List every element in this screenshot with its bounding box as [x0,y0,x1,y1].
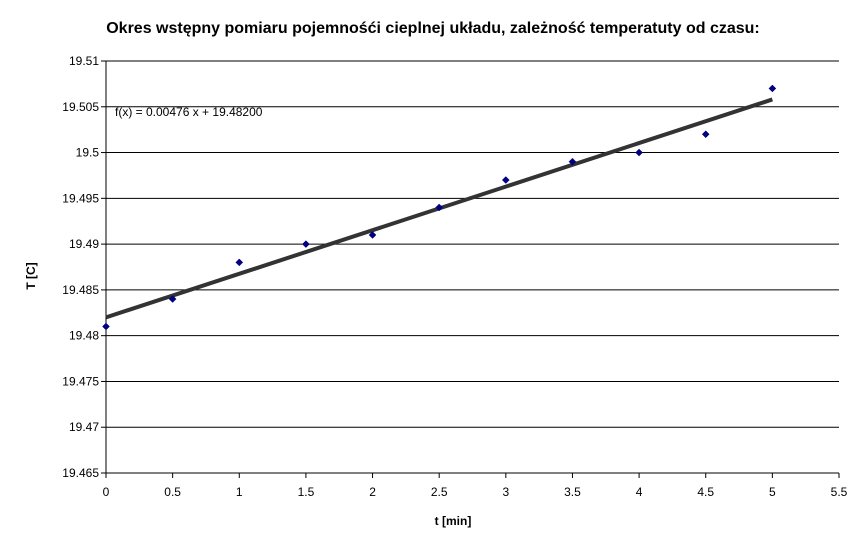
x-tick-label: 5 [769,485,776,499]
y-tick-label: 19.47 [69,420,99,434]
x-tick-label: 2 [369,485,376,499]
data-point [435,203,444,212]
grid-lines [106,60,839,474]
x-tick-label: 3 [502,485,509,499]
data-point [501,176,510,184]
tick-labels: 19.465 19.47 19.475 19.48 19.485 19.49 19.495 1… [62,54,847,499]
axes [101,60,840,478]
data-point [701,130,710,139]
y-tick-label: 19.485 [62,283,99,297]
y-tick-label: 19.465 [62,466,99,480]
x-tick-label: 3.5 [564,485,581,499]
x-tick-label: 1 [236,485,243,499]
chart-title: Okres wstępny pomiaru pojemnośći cieplne… [106,20,760,37]
x-tick-label: 1.5 [298,485,315,499]
trendline-equation: f(x) = 0.00476 x + 19.48200 [115,105,263,119]
x-tick-label: 5.5 [831,485,848,499]
y-tick-label: 19.5 [76,146,100,160]
x-tick-label: 2.5 [431,485,448,499]
y-tick-label: 19.48 [69,329,99,343]
data-point [302,240,310,248]
x-axis-title: t [min] [435,514,472,528]
y-tick-label: 19.49 [69,237,99,251]
data-point [102,322,110,331]
y-tick-label: 19.475 [62,374,99,388]
x-tick-label: 0.5 [164,485,181,499]
data-point [235,258,244,267]
data-point [368,231,377,239]
x-tick-label: 4 [636,485,643,499]
x-tick-label: 4.5 [697,485,714,499]
data-points [102,84,777,331]
data-point [768,84,777,93]
data-point [168,295,177,303]
data-point [635,148,643,157]
y-axis-title: T [C] [24,262,38,289]
y-tick-label: 19.51 [69,54,99,68]
x-tick-label: 0 [103,485,110,499]
y-tick-label: 19.495 [62,191,99,205]
y-tick-label: 19.505 [62,100,99,114]
data-point [568,157,577,166]
